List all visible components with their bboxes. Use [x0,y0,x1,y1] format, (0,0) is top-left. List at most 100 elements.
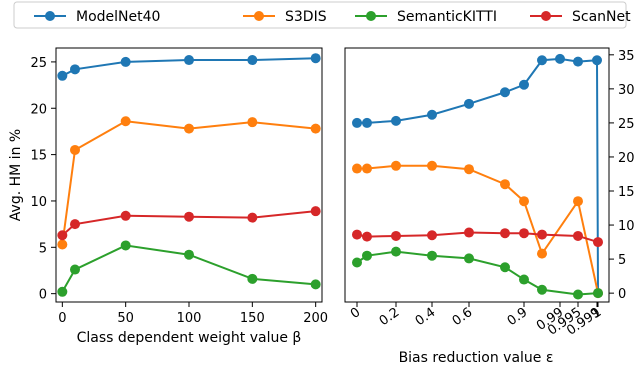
left-plot-frame [55,47,323,303]
right-data-point-modelnet40 [573,56,583,67]
left-data-point-scannet [70,219,80,230]
left-y-tick-label: 15 [30,149,47,164]
right-data-point-modelnet40 [352,117,362,128]
left-data-point-scannet [247,212,258,223]
left-x-tick-label: 50 [117,311,134,326]
left-data-point-semantickitti [184,249,194,260]
legend-label-s3dis: S3DIS [285,9,327,25]
legend-marker-scannet [541,11,551,21]
left-data-point-modelnet40 [184,55,194,66]
left-data-point-modelnet40 [310,53,321,64]
right-data-point-scannet [519,228,529,239]
left-data-point-s3dis [247,117,258,128]
legend-marker-s3dis [254,11,264,21]
right-y-tick-label: 5 [618,253,626,268]
right-plot-frame [344,47,610,303]
legend-label-scannet: ScanNet [572,9,631,25]
left-data-point-modelnet40 [247,55,258,66]
legend-marker-semantickitti [366,11,376,21]
right-data-point-s3dis [519,196,529,207]
right-data-point-semantickitti [537,284,547,295]
legend-entry-scannet: ScanNet [530,9,631,25]
left-data-point-s3dis [310,123,321,134]
left-chart-panel: 0 50 100 150 200 0 5 10 15 20 25 Class dependent w… [8,47,328,346]
right-data-point-scannet [537,229,547,240]
left-data-point-scannet [310,206,321,217]
right-data-point-modelnet40 [464,98,474,109]
right-data-point-scannet [427,230,437,241]
right-data-point-s3dis [362,163,372,174]
right-data-point-scannet [573,230,583,241]
left-y-tick-label: 0 [39,288,47,303]
right-x-tick-label: 0.4 [413,305,439,329]
left-data-point-scannet [184,211,194,222]
right-y-tick-label: 15 [618,185,635,200]
left-x-tick-label: 150 [240,311,265,326]
right-series-line-scannet [356,231,599,244]
right-data-point-scannet [464,227,474,238]
legend-marker-modelnet40 [45,11,55,21]
right-data-point-scannet [391,230,401,241]
right-data-point-semantickitti [519,274,529,285]
right-data-point-modelnet40 [362,117,372,128]
right-data-point-modelnet40 [500,87,510,98]
right-data-point-modelnet40 [519,79,529,90]
right-y-tick-label: 30 [618,83,635,98]
right-x-tick-label: 0.9 [505,305,531,329]
left-data-point-modelnet40 [120,56,131,67]
right-data-point-s3dis [464,164,474,175]
right-data-point-modelnet40 [391,115,401,126]
right-data-point-scannet [593,237,603,248]
right-data-point-s3dis [573,196,583,207]
left-y-axis-label: Avg. HM in % [8,129,24,221]
left-series-line-s3dis [61,120,316,245]
legend-frame [13,1,627,29]
right-x-tick-label: 0 [348,305,363,322]
left-data-point-s3dis [120,116,131,127]
legend-label-semantickitti: SemanticKITTI [397,9,497,25]
left-data-point-s3dis [184,123,194,134]
right-data-point-semantickitti [427,250,437,261]
right-data-point-semantickitti [500,262,510,273]
left-data-point-scannet [57,230,68,241]
legend-entry-modelnet40: ModelNet40 [34,9,160,25]
left-y-tick-label: 25 [30,56,47,71]
right-x-tick-label: 0.6 [450,305,476,329]
left-x-tick-label: 0 [58,311,66,326]
left-y-tick-label: 20 [30,102,47,117]
left-axis-ticks: 0 50 100 150 200 0 5 10 15 20 25 [30,56,328,326]
right-y-tick-label: 10 [618,219,635,234]
left-data-point-scannet [120,210,131,221]
right-data-point-semantickitti [352,257,362,268]
left-data-point-s3dis [57,239,68,250]
left-series-group [57,53,321,297]
right-data-point-semantickitti [464,253,474,264]
right-y-tick-label: 20 [618,151,635,166]
right-x-axis-label: Bias reduction value ε [399,350,554,366]
left-y-tick-label: 5 [39,241,47,256]
right-x-tick-label: 0.2 [377,305,403,329]
right-data-point-semantickitti [593,288,603,299]
right-data-point-modelnet40 [555,53,565,64]
right-data-point-s3dis [500,179,510,190]
right-series-line-semantickitti [356,250,599,296]
legend-entry-semantickitti: SemanticKITTI [355,9,497,25]
right-data-point-semantickitti [391,246,401,257]
right-data-point-modelnet40 [592,55,602,66]
legend-label-modelnet40: ModelNet40 [76,9,160,25]
left-data-point-semantickitti [247,273,258,284]
left-data-point-s3dis [70,144,80,155]
right-series-line-modelnet40 [357,57,599,294]
right-data-point-modelnet40 [537,55,547,66]
left-data-point-semantickitti [57,286,68,297]
right-data-point-scannet [362,231,372,242]
legend: ModelNet40 S3DIS SemanticKITTI ScanNet [13,1,631,29]
right-series-line-s3dis [357,164,599,294]
right-y-tick-label: 0 [618,287,626,302]
right-y-tick-label: 35 [618,49,635,64]
legend-entry-s3dis: S3DIS [243,9,327,25]
right-data-point-modelnet40 [427,109,437,120]
